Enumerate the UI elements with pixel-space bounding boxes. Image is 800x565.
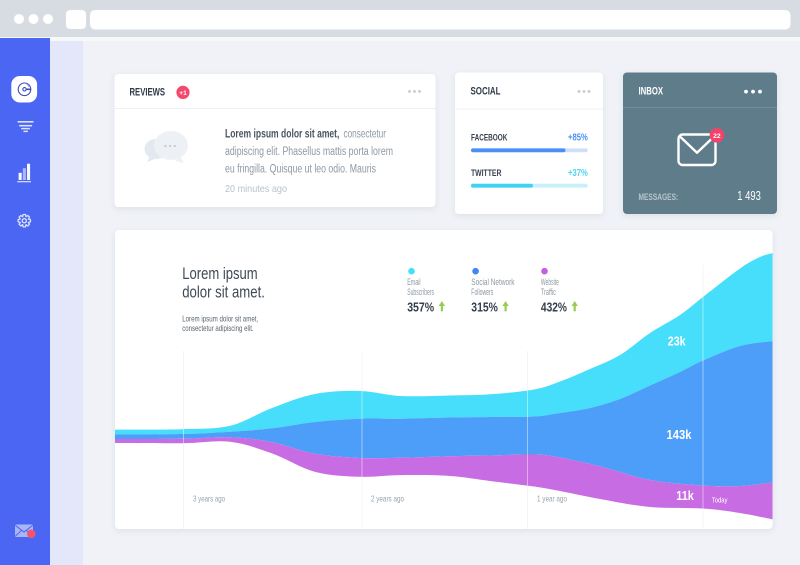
svg-text:1 year ago: 1 year ago [537, 494, 567, 503]
svg-text:eu fringilla. Quisque ut leo o: eu fringilla. Quisque ut leo odio. Mauri… [225, 163, 376, 175]
svg-text:+1: +1 [179, 90, 187, 97]
svg-text:Website: Website [541, 277, 559, 287]
svg-text:SOCIAL: SOCIAL [471, 86, 501, 98]
svg-text:432%: 432% [541, 301, 567, 315]
svg-text:Social Network: Social Network [471, 277, 515, 287]
svg-text:2 years ago: 2 years ago [371, 494, 404, 503]
svg-text:Followers: Followers [471, 287, 493, 297]
svg-text:22: 22 [713, 133, 721, 140]
svg-text:Lorem ipsum dolor sit amet,: Lorem ipsum dolor sit amet, [225, 128, 339, 140]
svg-text:MESSAGES:: MESSAGES: [639, 192, 679, 202]
svg-text:20 minutes ago: 20 minutes ago [225, 183, 287, 195]
svg-text:Lorem ipsum: Lorem ipsum [182, 264, 258, 283]
svg-text:11k: 11k [676, 489, 694, 503]
svg-text:23k: 23k [668, 335, 686, 349]
svg-text:1 493: 1 493 [737, 188, 761, 203]
svg-text:Email: Email [407, 277, 420, 287]
svg-text:Subscribers: Subscribers [407, 287, 434, 297]
svg-text:dolor sit amet.: dolor sit amet. [182, 283, 265, 302]
svg-text:FACEBOOK: FACEBOOK [471, 133, 508, 143]
svg-text:357%: 357% [407, 301, 434, 315]
svg-text:315%: 315% [471, 301, 498, 315]
svg-text:+85%: +85% [568, 133, 588, 144]
svg-text:REVIEWS: REVIEWS [130, 86, 166, 98]
svg-text:143k: 143k [667, 428, 692, 442]
svg-text:+37%: +37% [568, 168, 588, 179]
svg-text:INBOX: INBOX [639, 86, 664, 98]
svg-text:Lorem ipsum dolor sit amet,: Lorem ipsum dolor sit amet, [182, 314, 258, 324]
svg-text:3 years ago: 3 years ago [193, 494, 225, 503]
svg-text:consectetur adipiscing elit.: consectetur adipiscing elit. [182, 323, 253, 333]
svg-text:TWITTER: TWITTER [471, 168, 502, 178]
svg-text:consectetur: consectetur [344, 128, 387, 140]
svg-text:Traffic: Traffic [541, 287, 556, 297]
svg-text:Today: Today [712, 495, 728, 504]
svg-text:adipiscing elit. Phasellus mat: adipiscing elit. Phasellus mattis porta … [225, 146, 393, 158]
